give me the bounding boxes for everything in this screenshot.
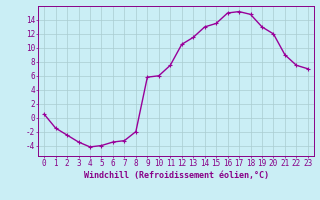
X-axis label: Windchill (Refroidissement éolien,°C): Windchill (Refroidissement éolien,°C) xyxy=(84,171,268,180)
